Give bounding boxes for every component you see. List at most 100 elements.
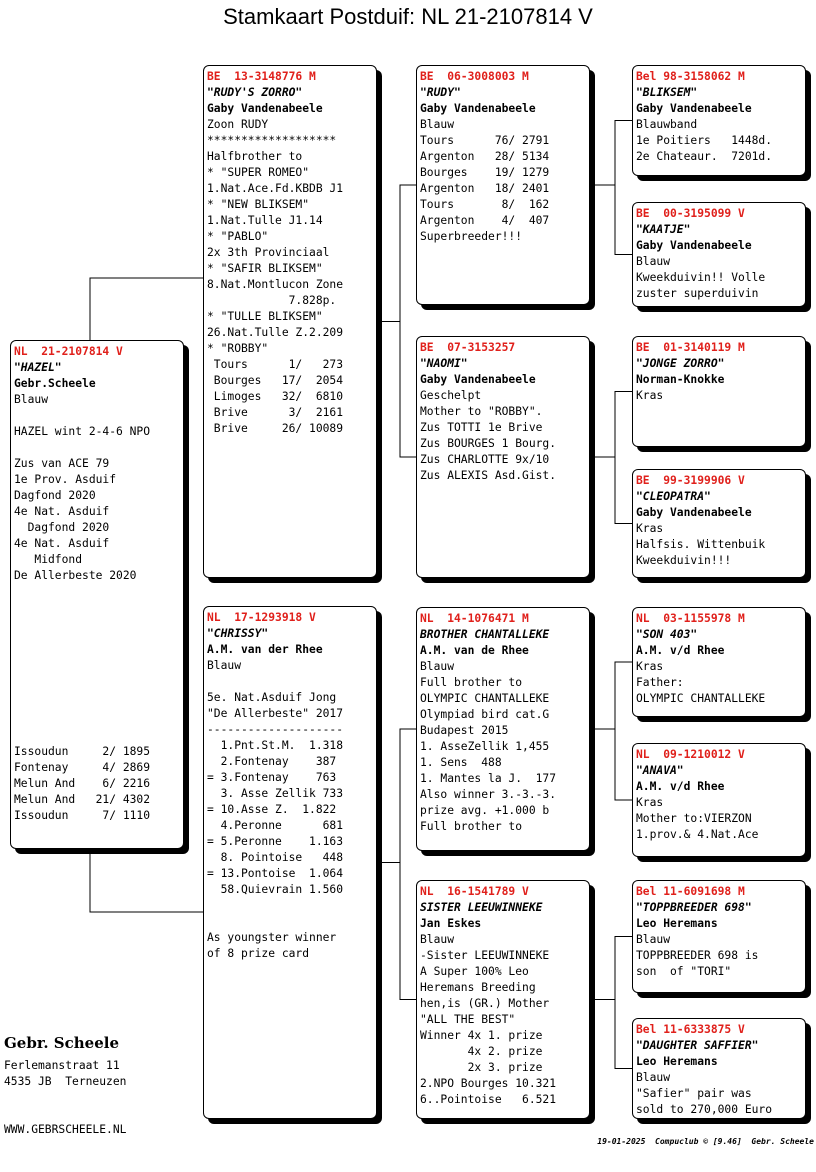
info-line: Bourges 19/ 1279 [420,166,550,179]
info-line: Kweekduivin!! Volle [636,271,766,284]
info-line: 1.Nat.Ace.Fd.KBDB J1 [207,182,344,195]
info-line: 4e Nat. Asduif [14,537,110,550]
website: WWW.GEBRSCHEELE.NL [4,1123,127,1136]
info-line: Heremans Breeding [420,981,536,994]
info-line: Zus van ACE 79 [14,457,110,470]
info-line: Issoudun 7/ 1110 [14,809,151,822]
info-line: Tours 8/ 162 [420,198,550,211]
info-line: Halfbrother to [207,150,303,163]
pigeon-name: SISTER LEEUWINNEKE [420,901,543,914]
info-line: Blauw [207,659,242,672]
ring-number: BE 99-3199906 V [636,474,745,487]
info-line: Issoudun 2/ 1895 [14,745,151,758]
info-line: Blauw [420,933,455,946]
info-line: 1. Sens 488 [420,756,502,769]
pedigree-card: BE 06-3008003 M "RUDY" Gaby Vandenabeele Bl… [416,65,590,305]
pigeon-name: "CLEOPATRA" [636,490,711,503]
info-line: 2x 3th Provinciaal [207,246,330,259]
info-line: Zus CHARLOTTE 9x/10 [420,453,550,466]
info-line: HAZEL wint 2-4-6 NPO [14,425,151,438]
info-line: Winner 4x 1. prize [420,1029,543,1042]
pedigree-card: Bel 11-6333875 V "DAUGHTER SAFFIER" Leo He… [632,1018,806,1119]
info-line: Halfsis. Wittenbuik [636,538,766,551]
info-line: 1. AsseZellik 1,455 [420,740,550,753]
info-line: Kras [636,522,664,535]
info-line: Mother to:VIERZON [636,812,752,825]
pedigree-card: BE 01-3140119 M "JONGE ZORRO" Norman-Knokk… [632,336,806,447]
info-line: Kras [636,796,664,809]
info-line: Kweekduivin!!! [636,554,732,567]
pedigree-card: NL 09-1210012 V "ANAVA" A.M. v/d Rhee Kras M… [632,743,806,857]
pedigree-card: BE 13-3148776 M "RUDY'S ZORRO" Gaby Vanden… [203,65,377,578]
info-line: Brive 3/ 2161 [207,406,344,419]
ring-number: BE 00-3195099 V [636,207,745,220]
owner: A.M. v/d Rhee [636,780,725,793]
connector [614,120,632,255]
info-line: Blauw [636,1071,671,1084]
info-line: Zus ALEXIS Asd.Gist. [420,469,557,482]
info-line: * "ROBBY" [207,342,269,355]
info-line: = 10.Asse Z. 1.822 [207,803,337,816]
owner: Leo Heremans [636,917,718,930]
info-line: Bourges 17/ 2054 [207,374,344,387]
info-line: 1.Pnt.St.M. 1.318 [207,739,344,752]
info-line: "Safier" pair was [636,1087,752,1100]
ring-number: BE 07-3153257 [420,341,516,354]
info-line: A Super 100% Leo [420,965,529,978]
pigeon-name: "JONGE ZORRO" [636,357,725,370]
info-line: Argenton 28/ 5134 [420,150,550,163]
info-line: 4e Nat. Asduif [14,505,110,518]
info-line: sold to 270,000 Euro [636,1103,773,1116]
info-line: * "SAFIR BLIKSEM" [207,262,323,275]
info-line: Argenton 18/ 2401 [420,182,550,195]
info-line: 5e. Nat.Asduif Jong [207,691,337,704]
info-line: Budapest 2015 [420,724,509,737]
info-line: De Allerbeste 2020 [14,569,137,582]
ring-number: Bel 11-6333875 V [636,1023,745,1036]
pigeon-name: "CHRISSY" [207,627,269,640]
info-line: Blauw [636,255,671,268]
info-line: Superbreeder!!! [420,230,523,243]
info-line: Blauw [420,660,455,673]
info-line: Dagfond 2020 [14,489,96,502]
info-line: Tours 1/ 273 [207,358,344,371]
info-line: 4.Peronne 681 [207,819,344,832]
page-title: Stamkaart Postduif: NL 21-2107814 V [223,4,593,29]
ring-number: BE 06-3008003 M [420,70,529,83]
pigeon-name: "DAUGHTER SAFFIER" [636,1039,759,1052]
owner: Gaby Vandenabeele [636,239,752,252]
info-line: 7.828p. [207,294,337,307]
pedigree-card: NL 17-1293918 V "CHRISSY" A.M. van der Rhe… [203,606,377,1119]
owner: Gaby Vandenabeele [420,373,536,386]
pigeon-name: "KAATJE" [636,223,691,236]
owner: Gaby Vandenabeele [636,506,752,519]
info-line: Blauw [14,393,49,406]
info-line: * "TULLE BLIKSEM" [207,310,323,323]
info-line: 4x 2. prize [420,1045,543,1058]
info-line: 1e Poitiers 1448d. [636,134,773,147]
info-line: 8.Nat.Montlucon Zone [207,278,344,291]
connector [399,184,416,458]
info-line: 1.prov.& 4.Nat.Ace [636,828,759,841]
pedigree-card: NL 21-2107814 V "HAZEL" Gebr.Scheele Blauw H… [10,340,184,849]
info-line: Limoges 32/ 6810 [207,390,344,403]
info-line: * "NEW BLIKSEM" [207,198,310,211]
pigeon-name: BROTHER CHANTALLEKE [420,628,550,641]
info-line: Dagfond 2020 [14,521,110,534]
info-line: Full brother to [420,820,523,833]
info-line: * "PABLO" [207,230,269,243]
pedigree-card: BE 00-3195099 V "KAATJE" Gaby Vandenabeele… [632,202,806,307]
info-line: = 13.Pontoise 1.064 [207,867,344,880]
info-line: Blauw [420,118,455,131]
connector [614,391,632,524]
pigeon-name: "HAZEL" [14,361,62,374]
info-line: 58.Quievrain 1.560 [207,883,344,896]
info-line: Kras [636,389,664,402]
info-line: -------------------- [207,723,344,736]
info-line: zuster superduivin [636,287,759,300]
owner: Gaby Vandenabeele [207,102,323,115]
owner: Jan Eskes [420,917,482,930]
ring-number: Bel 98-3158062 M [636,70,745,83]
